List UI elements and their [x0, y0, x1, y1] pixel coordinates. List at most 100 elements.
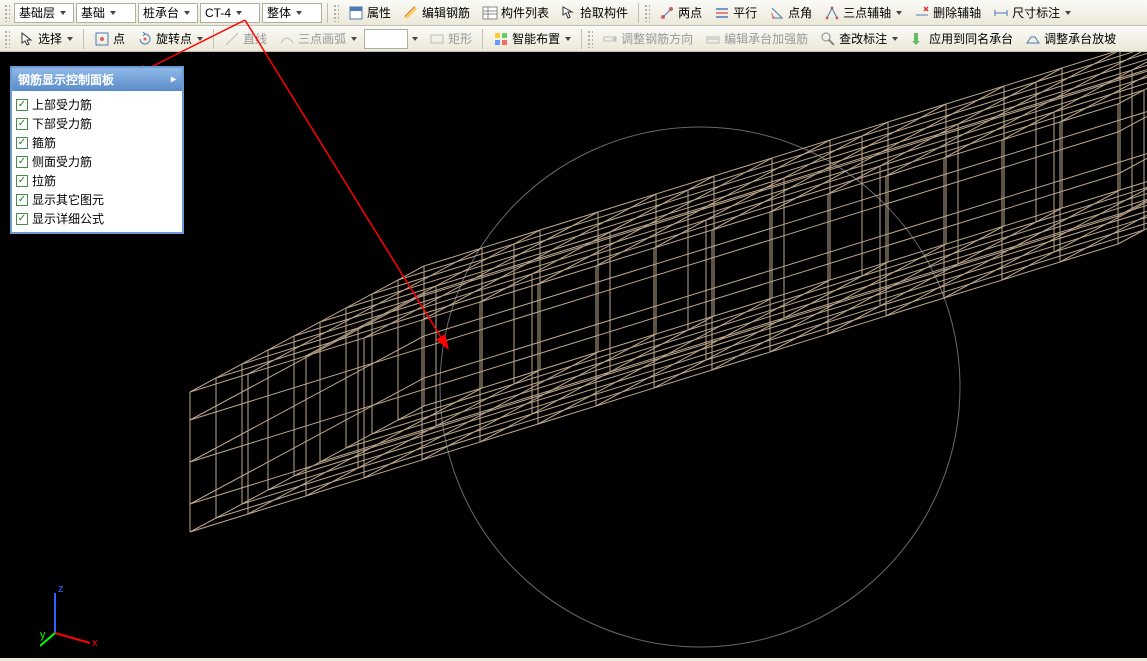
pick-component-button[interactable]: 拾取构件 — [556, 2, 633, 24]
rectangle-button: 矩形 — [424, 28, 477, 50]
checkbox-row[interactable]: ✓显示其它图元 — [16, 190, 178, 209]
toolbar-grip[interactable] — [644, 4, 650, 22]
value-input[interactable] — [364, 29, 408, 49]
panel-body: ✓上部受力筋✓下部受力筋✓箍筋✓侧面受力筋✓拉筋✓显示其它图元✓显示详细公式 — [12, 91, 182, 232]
panel-titlebar[interactable]: 钢筋显示控制面板 ▸ — [12, 68, 182, 91]
dropdown-caret-icon[interactable] — [892, 37, 898, 41]
adjust-rebar-dir-label: 调整钢筋方向 — [621, 30, 693, 47]
type-dropdown[interactable]: 桩承台 — [138, 3, 198, 23]
dropdown-caret-icon[interactable] — [1065, 11, 1071, 15]
checkbox-label: 拉筋 — [32, 172, 56, 189]
select-button[interactable]: 选择 — [14, 28, 78, 50]
parallel-button[interactable]: 平行 — [709, 2, 762, 24]
dimension-button[interactable]: 尺寸标注 — [988, 2, 1076, 24]
three-point-axis-icon — [824, 5, 840, 21]
line-label: 直线 — [243, 30, 267, 47]
point-label: 点 — [113, 30, 125, 47]
checkbox-row[interactable]: ✓ 拉筋 — [16, 171, 178, 190]
axis-x-label: x — [92, 637, 98, 648]
checkbox-row[interactable]: ✓ 显示详细公式 — [16, 209, 178, 228]
scope-dropdown[interactable]: 整体 — [262, 3, 322, 23]
smart-layout-icon — [493, 31, 509, 47]
toolbar-grip[interactable] — [4, 4, 10, 22]
panel-pin-icon[interactable]: ▸ — [171, 74, 176, 85]
layer-dropdown[interactable]: 基础层 — [14, 3, 74, 23]
dropdown-caret-icon[interactable] — [197, 37, 203, 41]
dropdown-caret-icon[interactable] — [67, 37, 73, 41]
adjust-slope-button[interactable]: 调整承台放坡 — [1020, 28, 1121, 50]
point-icon — [94, 31, 110, 47]
toolbar-grip[interactable] — [587, 30, 593, 48]
apply-same-name-label: 应用到同名承台 — [929, 30, 1013, 47]
axis-gizmo: z x y — [40, 578, 110, 648]
rotation-point-button[interactable]: 旋转点 — [132, 28, 208, 50]
layer-dropdown-value: 基础层 — [19, 4, 55, 21]
checkbox-icon[interactable]: ✓ — [16, 118, 28, 130]
checkbox-icon[interactable]: ✓ — [16, 194, 28, 206]
component-dropdown[interactable]: CT-4 — [200, 3, 260, 23]
dropdown-caret-icon[interactable] — [896, 11, 902, 15]
category-dropdown[interactable]: 基础 — [76, 3, 136, 23]
dropdown-caret-icon — [351, 37, 357, 41]
edit-rebar-button[interactable]: 编辑钢筋 — [398, 2, 475, 24]
rebar-display-panel[interactable]: 钢筋显示控制面板 ▸ ✓上部受力筋✓下部受力筋✓箍筋✓侧面受力筋✓拉筋✓显示其它… — [10, 66, 184, 234]
checkbox-label: 显示详细公式 — [32, 210, 104, 227]
parallel-label: 平行 — [733, 4, 757, 21]
slope-icon — [1025, 31, 1041, 47]
select-label: 选择 — [38, 30, 62, 47]
line-icon — [224, 31, 240, 47]
properties-label: 属性 — [367, 4, 391, 21]
dimension-icon — [993, 5, 1009, 21]
adjust-rebar-dir-button: 调整钢筋方向 — [597, 28, 698, 50]
three-point-arc-label: 三点画弧 — [298, 30, 346, 47]
three-point-axis-button[interactable]: 三点辅轴 — [819, 2, 907, 24]
properties-button[interactable]: 属性 — [343, 2, 396, 24]
checkbox-icon[interactable]: ✓ — [16, 99, 28, 111]
component-list-button[interactable]: 构件列表 — [477, 2, 554, 24]
line-button: 直线 — [219, 28, 272, 50]
panel-title-text: 钢筋显示控制面板 — [18, 71, 114, 88]
two-point-label: 两点 — [678, 4, 702, 21]
check-label-button[interactable]: 查改标注 — [815, 28, 903, 50]
point-angle-button[interactable]: 点角 — [764, 2, 817, 24]
checkbox-row[interactable]: ✓箍筋 — [16, 133, 178, 152]
smart-layout-label: 智能布置 — [512, 30, 560, 47]
magnify-icon — [820, 31, 836, 47]
checkbox-row[interactable]: ✓下部受力筋 — [16, 114, 178, 133]
checkbox-label: 上部受力筋 — [32, 96, 92, 113]
edit-rebar-label: 编辑钢筋 — [422, 4, 470, 21]
point-angle-label: 点角 — [788, 4, 812, 21]
apply-same-name-button[interactable]: 应用到同名承台 — [905, 28, 1018, 50]
point-angle-icon — [769, 5, 785, 21]
smart-layout-button[interactable]: 智能布置 — [488, 28, 576, 50]
checkbox-label: 侧面受力筋 — [32, 153, 92, 170]
checkbox-icon[interactable]: ✓ — [16, 175, 28, 187]
toolbar-grip[interactable] — [4, 30, 10, 48]
checkbox-row[interactable]: ✓ 侧面受力筋 — [16, 152, 178, 171]
adjust-dir-icon — [602, 31, 618, 47]
component-list-icon — [482, 5, 498, 21]
checkbox-row[interactable]: ✓ 上部受力筋 — [16, 95, 178, 114]
properties-icon — [348, 5, 364, 21]
pick-icon — [561, 5, 577, 21]
type-dropdown-value: 桩承台 — [143, 4, 179, 21]
checkbox-icon[interactable]: ✓ — [16, 213, 28, 225]
toolbar-row-2: 选择 点 旋转点 直线 三点画弧 矩形 — [0, 26, 1147, 52]
two-point-button[interactable]: 两点 — [654, 2, 707, 24]
checkbox-icon[interactable]: ✓ — [16, 137, 28, 149]
component-list-label: 构件列表 — [501, 4, 549, 21]
point-button[interactable]: 点 — [89, 28, 130, 50]
toolbar-grip[interactable] — [333, 4, 339, 22]
edit-cap-icon — [705, 31, 721, 47]
scope-dropdown-value: 整体 — [267, 4, 291, 21]
toolbar-row-1: 基础层 基础 桩承台 CT-4 整体 属性 编辑钢筋 构件列表 拾取构件 — [0, 0, 1147, 26]
apply-icon — [910, 31, 926, 47]
dropdown-caret-icon[interactable] — [565, 37, 571, 41]
three-point-axis-label: 三点辅轴 — [843, 4, 891, 21]
delete-axis-button[interactable]: 删除辅轴 — [909, 2, 986, 24]
check-label-label: 查改标注 — [839, 30, 887, 47]
checkbox-icon[interactable]: ✓ — [16, 156, 28, 168]
rotation-point-icon — [137, 31, 153, 47]
dropdown-caret-icon[interactable] — [412, 37, 418, 41]
two-point-icon — [659, 5, 675, 21]
